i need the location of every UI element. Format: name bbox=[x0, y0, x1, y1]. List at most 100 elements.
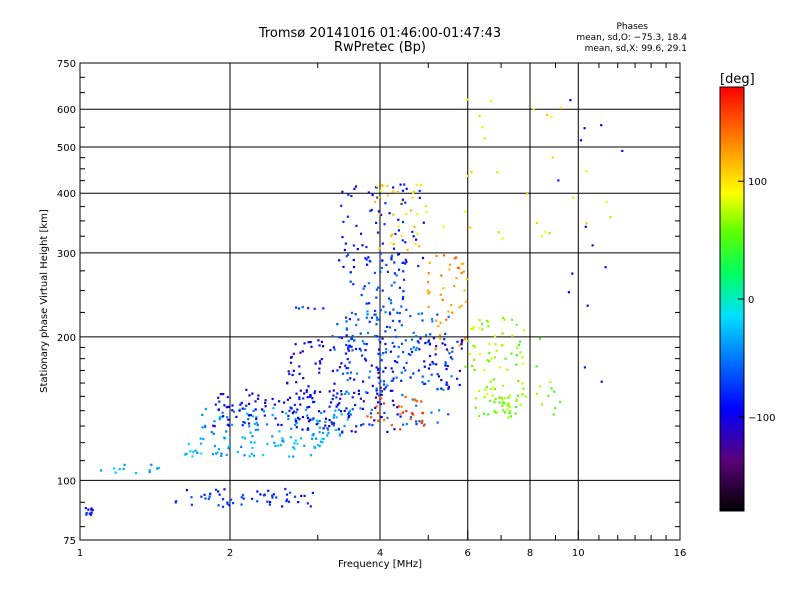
data-point bbox=[480, 322, 484, 325]
data-point bbox=[275, 496, 278, 499]
data-point bbox=[415, 423, 418, 426]
data-point bbox=[440, 274, 443, 277]
data-point bbox=[294, 418, 297, 421]
data-point bbox=[346, 379, 349, 382]
data-point bbox=[369, 260, 372, 263]
data-point bbox=[289, 396, 292, 399]
data-point bbox=[487, 321, 490, 324]
data-point bbox=[399, 428, 402, 431]
data-point bbox=[245, 388, 248, 391]
data-point bbox=[282, 440, 285, 443]
data-point bbox=[271, 414, 274, 417]
data-point bbox=[458, 306, 461, 309]
data-point bbox=[353, 187, 356, 190]
data-point bbox=[248, 402, 251, 405]
data-point bbox=[421, 411, 424, 415]
data-point bbox=[397, 355, 400, 358]
data-point bbox=[444, 364, 447, 367]
data-point bbox=[418, 245, 421, 248]
data-point bbox=[367, 282, 370, 285]
data-point bbox=[311, 397, 314, 400]
data-point bbox=[322, 307, 325, 310]
data-point bbox=[344, 242, 347, 245]
data-point bbox=[415, 346, 418, 349]
data-point bbox=[382, 380, 386, 383]
data-point bbox=[384, 351, 387, 354]
data-point bbox=[389, 389, 392, 392]
data-point bbox=[252, 409, 255, 412]
data-point bbox=[190, 503, 193, 506]
data-point bbox=[226, 416, 229, 419]
data-point bbox=[350, 311, 353, 314]
data-point bbox=[411, 350, 414, 354]
data-point bbox=[241, 436, 244, 439]
data-point bbox=[301, 428, 304, 431]
data-point bbox=[342, 265, 345, 268]
data-point bbox=[386, 416, 389, 419]
data-point bbox=[241, 494, 244, 497]
data-point bbox=[214, 403, 217, 406]
data-point bbox=[547, 394, 550, 397]
data-point bbox=[273, 403, 276, 406]
data-point bbox=[427, 272, 430, 275]
data-point bbox=[399, 183, 402, 186]
data-point bbox=[347, 416, 350, 419]
data-point bbox=[191, 455, 194, 458]
data-points bbox=[84, 98, 624, 516]
data-point bbox=[416, 340, 419, 343]
data-point bbox=[368, 423, 371, 426]
data-point bbox=[515, 398, 518, 401]
data-point bbox=[298, 418, 301, 421]
data-point bbox=[388, 212, 391, 215]
data-point bbox=[398, 286, 402, 289]
data-point bbox=[212, 432, 215, 435]
data-point bbox=[348, 409, 351, 412]
data-point bbox=[295, 381, 298, 384]
data-point bbox=[354, 403, 357, 407]
data-point bbox=[294, 343, 297, 346]
data-point bbox=[341, 190, 344, 193]
data-point bbox=[343, 248, 346, 252]
data-point bbox=[288, 409, 291, 412]
data-point bbox=[329, 401, 333, 404]
data-point bbox=[362, 380, 365, 383]
data-point bbox=[335, 405, 338, 408]
data-point bbox=[319, 390, 322, 393]
data-point bbox=[333, 382, 336, 385]
data-point bbox=[366, 415, 369, 418]
data-point bbox=[369, 370, 372, 373]
data-point bbox=[302, 377, 305, 380]
data-point bbox=[373, 419, 376, 422]
data-point bbox=[174, 501, 177, 504]
data-point bbox=[349, 280, 352, 283]
data-point bbox=[521, 356, 524, 359]
data-point bbox=[399, 415, 402, 418]
data-point bbox=[344, 392, 347, 395]
data-point bbox=[415, 238, 418, 241]
data-point bbox=[400, 234, 403, 237]
data-point bbox=[427, 281, 430, 284]
data-point bbox=[417, 264, 420, 268]
data-point bbox=[287, 500, 291, 503]
data-point bbox=[315, 419, 319, 422]
data-point bbox=[293, 447, 296, 451]
data-point bbox=[584, 225, 587, 228]
data-point bbox=[324, 417, 328, 420]
data-point bbox=[380, 213, 383, 216]
data-point bbox=[225, 453, 228, 456]
data-point bbox=[331, 335, 334, 338]
data-point bbox=[157, 466, 160, 470]
data-point bbox=[390, 379, 393, 383]
data-point bbox=[591, 244, 594, 247]
data-point bbox=[571, 272, 574, 275]
data-point bbox=[365, 302, 368, 305]
data-point bbox=[292, 455, 295, 458]
data-point bbox=[375, 316, 378, 319]
data-point bbox=[378, 338, 381, 341]
data-point bbox=[405, 187, 408, 190]
data-point bbox=[311, 437, 314, 440]
data-point bbox=[463, 210, 467, 213]
data-point bbox=[532, 108, 535, 111]
data-point bbox=[389, 313, 392, 316]
